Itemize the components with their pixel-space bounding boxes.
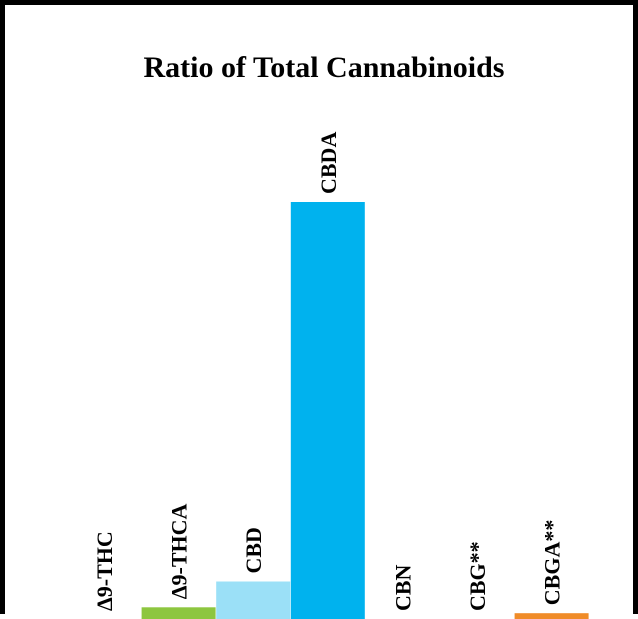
bars-group: [142, 202, 589, 619]
bar-chart: Ratio of Total Cannabinoids Δ9-THC Δ9-THC…: [5, 5, 638, 619]
category-label-3: CBDA: [316, 132, 341, 194]
chart-title: Ratio of Total Cannabinoids: [144, 51, 505, 84]
category-label-4: CBN: [390, 564, 415, 611]
bar-6: [515, 613, 589, 619]
bar-2: [216, 582, 290, 619]
category-label-6: CBGA**: [540, 520, 565, 606]
bar-1: [142, 607, 216, 619]
bar-3: [291, 202, 365, 619]
category-label-1: Δ9-THCA: [167, 504, 192, 600]
category-label-2: CBD: [241, 527, 266, 573]
category-label-5: CBG**: [465, 541, 490, 611]
category-label-0: Δ9-THC: [92, 531, 117, 611]
